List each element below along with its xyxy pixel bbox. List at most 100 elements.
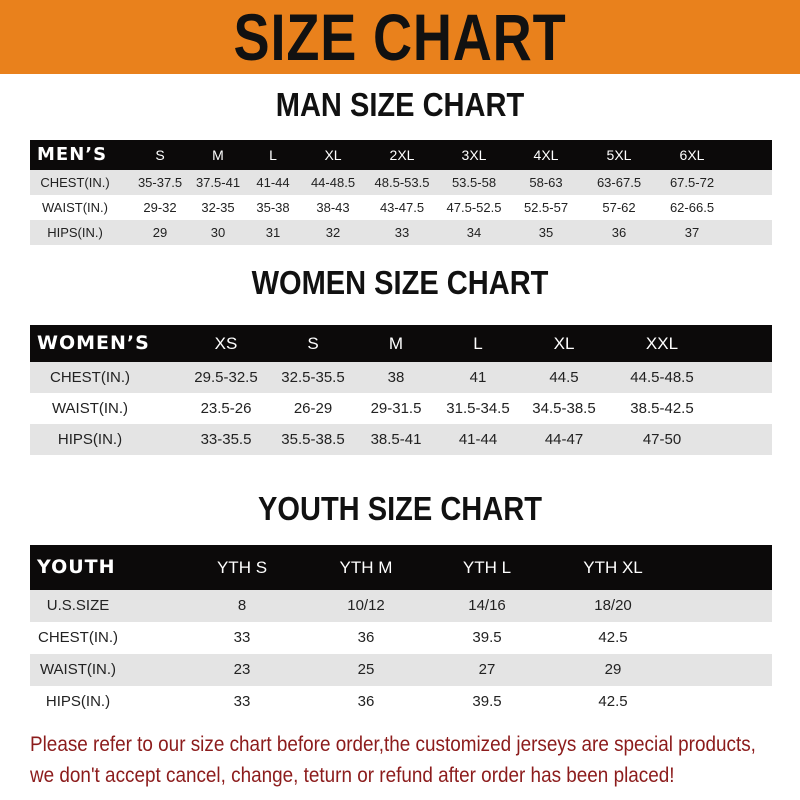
women-section-title: WOMEN SIZE CHART <box>251 264 549 301</box>
table-cell: 27 <box>478 661 496 678</box>
table-cell: 26-29 <box>293 400 333 417</box>
size-column-header: XS <box>214 334 238 353</box>
table-row: HIPS(IN.) 33 36 39.5 42.5 <box>30 686 772 718</box>
table-cell: 36 <box>357 629 375 646</box>
table-cell: 62-66.5 <box>669 200 715 215</box>
table-row: CHEST(IN.) 33 36 39.5 42.5 <box>30 622 772 654</box>
table-cell: 42.5 <box>598 629 628 646</box>
table-cell: 35-38 <box>256 200 290 215</box>
table-cell: 31 <box>265 225 281 240</box>
table-cell: 29.5-32.5 <box>194 369 258 386</box>
size-column-header: S <box>307 334 319 353</box>
table-cell: 29 <box>604 661 622 678</box>
table-cell: 10/12 <box>347 597 385 614</box>
table-row: CHEST(IN.) 29.5-32.5 32.5-35.5 38 41 44.5 44.5… <box>30 362 772 393</box>
men-section-title: MAN SIZE CHART <box>275 86 525 123</box>
row-label: HIPS(IN.) <box>47 225 103 240</box>
size-column-header: YTH L <box>462 558 512 577</box>
row-label: HIPS(IN.) <box>45 693 111 710</box>
table-row: CHEST(IN.) 35-37.5 37.5-41 41-44 44-48.5 48.5… <box>30 170 772 195</box>
table-cell: 36 <box>357 693 375 710</box>
table-cell: 38-43 <box>316 200 350 215</box>
table-cell: 32-35 <box>201 200 235 215</box>
table-cell: 32 <box>325 225 341 240</box>
table-cell: 47.5-52.5 <box>446 200 502 215</box>
table-cell: 39.5 <box>472 629 502 646</box>
size-column-header: XL <box>324 147 342 163</box>
table-cell: 33 <box>233 693 251 710</box>
table-row: WAIST(IN.) 23 25 27 29 <box>30 654 772 686</box>
table-cell: 14/16 <box>468 597 506 614</box>
table-cell: 53.5-58 <box>451 175 497 190</box>
row-label: CHEST(IN.) <box>38 629 118 646</box>
table-row: WAIST(IN.) 23.5-26 26-29 29-31.5 31.5-34.5 34… <box>30 393 772 424</box>
table-cell: 44-48.5 <box>310 175 356 190</box>
table-cell: 37.5-41 <box>195 175 241 190</box>
table-cell: 38 <box>387 369 405 386</box>
size-column-header: S <box>155 147 165 163</box>
notice-line-1: Please refer to our size chart before or… <box>30 733 756 756</box>
row-label: U.S.SIZE <box>46 597 110 614</box>
table-cell: 57-62 <box>602 200 636 215</box>
size-column-header: M <box>212 147 224 163</box>
row-label: CHEST(IN.) <box>40 175 110 190</box>
table-cell: 38.5-41 <box>370 431 422 448</box>
table-cell: 41 <box>469 369 487 386</box>
size-column-header: 4XL <box>533 147 559 163</box>
row-label: WAIST(IN.) <box>42 200 108 215</box>
table-cell: 48.5-53.5 <box>374 175 430 190</box>
table-cell: 41-44 <box>256 175 290 190</box>
table-cell: 35 <box>538 225 554 240</box>
table-cell: 33 <box>394 225 410 240</box>
table-cell: 67.5-72 <box>669 175 715 190</box>
table-cell: 58-63 <box>529 175 563 190</box>
size-column-header: L <box>269 147 277 163</box>
table-header-row: YOUTH YTH S YTH M YTH L YTH XL <box>30 545 772 590</box>
table-cell: 44-47 <box>544 431 584 448</box>
table-cell: 37 <box>684 225 700 240</box>
table-cell: 29 <box>152 225 168 240</box>
table-cell: 44.5 <box>549 369 579 386</box>
size-column-header: XXL <box>645 334 679 353</box>
notice-line-2: we don't accept cancel, change, teturn o… <box>30 764 675 787</box>
table-row: WAIST(IN.) 29-32 32-35 35-38 38-43 43-47.5 47.… <box>30 195 772 220</box>
size-column-header: YTH XL <box>583 558 643 577</box>
row-label: WAIST(IN.) <box>39 661 117 678</box>
size-column-header: XL <box>553 334 575 353</box>
title-banner <box>0 0 800 74</box>
size-column-header: 2XL <box>389 147 415 163</box>
table-header-label: MEN’S <box>37 144 108 165</box>
row-label: WAIST(IN.) <box>51 400 129 417</box>
table-cell: 42.5 <box>598 693 628 710</box>
youth-section-title: YOUTH SIZE CHART <box>258 490 542 527</box>
table-cell: 8 <box>237 597 247 614</box>
table-cell: 36 <box>611 225 627 240</box>
table-row: HIPS(IN.) 33-35.5 35.5-38.5 38.5-41 41-44 44-… <box>30 424 772 455</box>
size-column-header: L <box>473 334 483 353</box>
table-row: HIPS(IN.) 29 30 31 32 33 34 35 36 37 <box>30 220 772 245</box>
table-cell: 33-35.5 <box>200 431 252 448</box>
table-cell: 47-50 <box>642 431 682 448</box>
size-column-header: 5XL <box>606 147 632 163</box>
table-cell: 52.5-57 <box>523 200 569 215</box>
page-title: SIZE CHART <box>233 0 567 74</box>
table-cell: 29-32 <box>143 200 177 215</box>
table-cell: 44.5-48.5 <box>630 369 694 386</box>
table-cell: 35.5-38.5 <box>281 431 345 448</box>
table-cell: 39.5 <box>472 693 502 710</box>
size-column-header: YTH M <box>339 558 393 577</box>
table-cell: 35-37.5 <box>137 175 183 190</box>
table-cell: 34 <box>466 225 482 240</box>
table-row: U.S.SIZE 8 10/12 14/16 18/20 <box>30 590 772 622</box>
table-cell: 33 <box>233 629 251 646</box>
row-label: HIPS(IN.) <box>57 431 123 448</box>
table-cell: 30 <box>210 225 226 240</box>
table-cell: 43-47.5 <box>379 200 425 215</box>
table-header-row: WOMEN’S XS S M L XL XXL <box>30 325 772 362</box>
table-cell: 29-31.5 <box>370 400 422 417</box>
table-cell: 38.5-42.5 <box>630 400 694 417</box>
table-cell: 41-44 <box>458 431 498 448</box>
size-column-header: 6XL <box>679 147 705 163</box>
size-column-header: M <box>388 334 404 353</box>
table-cell: 23 <box>233 661 251 678</box>
